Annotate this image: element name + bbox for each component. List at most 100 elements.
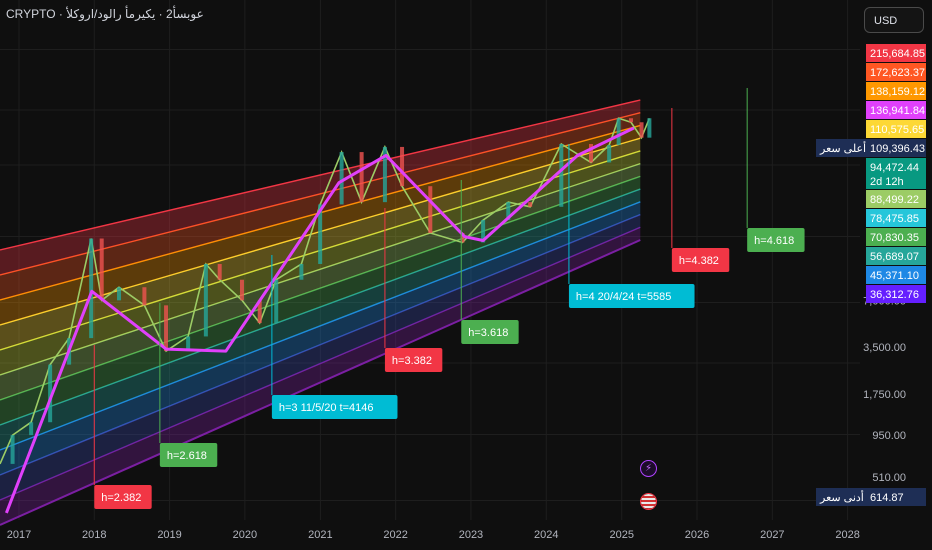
candle bbox=[48, 364, 53, 423]
price-scale-label: 70,830.35 bbox=[870, 232, 919, 244]
marker-label-box bbox=[94, 485, 152, 509]
candle bbox=[359, 152, 364, 203]
marker-label-box bbox=[461, 320, 519, 344]
x-tick-label: 2019 bbox=[157, 529, 181, 541]
candle bbox=[186, 336, 191, 352]
candle bbox=[616, 118, 621, 145]
marker-label: h=3.618 bbox=[468, 327, 508, 339]
price-series bbox=[0, 117, 652, 465]
price-scale-label: 109,396.43 bbox=[870, 143, 925, 155]
marker-label: h=2.618 bbox=[167, 450, 207, 462]
candle bbox=[99, 238, 104, 301]
x-tick-label: 2017 bbox=[7, 529, 31, 541]
candle bbox=[318, 204, 323, 264]
marker-label: h=3.382 bbox=[392, 355, 432, 367]
price-scale-label-box bbox=[866, 63, 926, 81]
candle bbox=[274, 279, 279, 324]
candle bbox=[217, 263, 222, 280]
lightning-icon[interactable]: ⚡ bbox=[640, 460, 657, 477]
candle bbox=[142, 287, 147, 306]
x-tick-label: 2023 bbox=[459, 529, 483, 541]
candle bbox=[382, 146, 387, 203]
band-line bbox=[0, 99, 641, 251]
candle bbox=[400, 146, 405, 187]
y-tick-label: 510.00 bbox=[872, 472, 906, 484]
price-scale-label: 88,499.22 bbox=[870, 194, 919, 206]
marker-label-box bbox=[568, 284, 695, 308]
price-scale-label-box bbox=[866, 285, 926, 303]
price-line bbox=[0, 117, 651, 465]
price-scale-label-box bbox=[866, 82, 926, 100]
price-scale-label-box bbox=[866, 101, 926, 119]
candle bbox=[460, 232, 465, 243]
candle bbox=[239, 279, 244, 301]
band-fill bbox=[0, 100, 641, 275]
candle bbox=[89, 238, 94, 339]
band-line bbox=[0, 201, 641, 451]
price-scale-tag-box bbox=[816, 139, 866, 157]
candle bbox=[339, 152, 344, 205]
x-tick-label: 2021 bbox=[308, 529, 332, 541]
marker-label: h=4 20/4/24 t=5585 bbox=[576, 291, 671, 303]
candle bbox=[647, 118, 652, 138]
price-scale-label-box bbox=[866, 158, 926, 189]
price-scale-label-box bbox=[866, 190, 926, 208]
price-scale-label: 110,575.65 bbox=[870, 124, 924, 136]
candle bbox=[506, 202, 511, 221]
marker-label-box bbox=[384, 348, 443, 372]
price-scale-label-box bbox=[866, 247, 926, 265]
candle bbox=[164, 305, 169, 352]
marker-label-box bbox=[671, 248, 730, 272]
candle bbox=[428, 186, 433, 233]
candle bbox=[257, 300, 262, 324]
x-tick-label: 2025 bbox=[609, 529, 633, 541]
marker-label: h=4.382 bbox=[679, 255, 719, 267]
candle bbox=[528, 202, 533, 207]
price-scale-label: 172,623.37 bbox=[870, 67, 925, 79]
x-tick-label: 2027 bbox=[760, 529, 784, 541]
price-scale-label: 78,475.85 bbox=[870, 213, 919, 225]
price-scale-label-box bbox=[866, 488, 926, 506]
symbol-title: CRYPTO · عوبسأ2 · يكيرمأ رالود/اروكلأ bbox=[6, 7, 204, 21]
us-flag-icon[interactable] bbox=[640, 493, 657, 510]
price-scale-label-box bbox=[866, 266, 926, 284]
price-scale-tag: أدنى سعر bbox=[819, 490, 864, 504]
price-scale-label: 215,684.85 bbox=[870, 48, 925, 60]
y-tick-label: 950.00 bbox=[872, 430, 906, 442]
price-scale-label: 45,371.10 bbox=[870, 270, 919, 282]
x-axis: 2017 2018 2019 2020 2021 2022 2023 2024 2025 2026… bbox=[7, 529, 860, 541]
price-scale-label: 136,941.84 bbox=[870, 105, 925, 117]
price-scale-tag: أعلى سعر bbox=[819, 141, 866, 155]
pink-cycle-line bbox=[5, 126, 635, 514]
candle bbox=[559, 144, 564, 207]
marker-label-box bbox=[271, 395, 398, 419]
candle bbox=[29, 422, 34, 436]
x-tick-label: 2028 bbox=[835, 529, 859, 541]
markers: h=2.382 h=2.618 h=3 11/5/20 t=4146 h=3.382 h… bbox=[93, 88, 805, 509]
band-line bbox=[0, 112, 641, 276]
price-scale-label: 94,472.44 bbox=[870, 162, 919, 174]
candle bbox=[607, 144, 612, 163]
candle bbox=[203, 263, 208, 337]
marker-label: h=2.382 bbox=[101, 492, 141, 504]
candle bbox=[299, 263, 304, 280]
candle bbox=[10, 435, 15, 464]
band-line bbox=[0, 188, 641, 426]
marker-label-box bbox=[159, 443, 218, 467]
band-line bbox=[0, 213, 641, 476]
x-tick-label: 2018 bbox=[82, 529, 106, 541]
price-scale-sublabel: 2d 12h bbox=[870, 176, 904, 188]
candle bbox=[117, 287, 122, 301]
marker-label: h=4.618 bbox=[754, 235, 794, 247]
price-scale-label-box bbox=[866, 228, 926, 246]
x-tick-label: 2020 bbox=[233, 529, 257, 541]
x-tick-label: 2026 bbox=[685, 529, 709, 541]
currency-button[interactable]: USD bbox=[864, 7, 924, 33]
price-scale-label: 56,689.07 bbox=[870, 251, 919, 263]
price-scale-labels: 215,684.85 172,623.37 138,159.12 136,941.84… bbox=[816, 44, 926, 506]
band-line-bottom bbox=[0, 239, 641, 526]
x-tick-label: 2024 bbox=[534, 529, 558, 541]
y-tick-label: 1,750.00 bbox=[863, 389, 906, 401]
